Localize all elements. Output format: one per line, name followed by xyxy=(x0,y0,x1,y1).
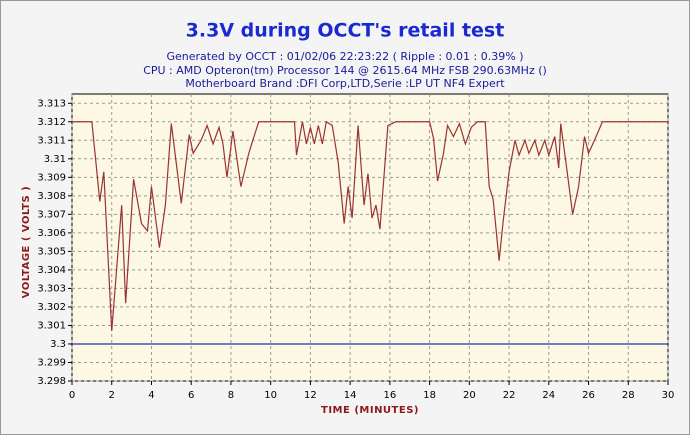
x-tick-label: 0 xyxy=(69,390,75,401)
y-tick-label: 3.31 xyxy=(44,154,66,165)
y-tick-label: 3.299 xyxy=(37,357,66,368)
x-tick-label: 24 xyxy=(542,390,555,401)
y-tick-label: 3.311 xyxy=(37,135,66,146)
y-tick-label: 3.307 xyxy=(37,209,66,220)
x-tick-label: 28 xyxy=(622,390,635,401)
x-tick-label: 18 xyxy=(423,390,436,401)
x-tick-label: 16 xyxy=(383,390,396,401)
y-tick-label: 3.308 xyxy=(37,191,66,202)
y-tick-label: 3.302 xyxy=(37,302,66,313)
x-tick-label: 30 xyxy=(662,390,675,401)
x-tick-label: 2 xyxy=(109,390,115,401)
x-tick-label: 6 xyxy=(188,390,194,401)
subtitle: Motherboard Brand :DFI Corp,LTD,Serie :L… xyxy=(185,77,505,90)
y-tick-label: 3.3 xyxy=(50,339,66,350)
x-tick-label: 4 xyxy=(148,390,154,401)
x-tick-label: 20 xyxy=(463,390,476,401)
y-tick-label: 3.301 xyxy=(37,320,66,331)
subtitle: CPU : AMD Opteron(tm) Processor 144 @ 26… xyxy=(143,64,547,77)
x-axis-label: TIME (MINUTES) xyxy=(321,405,419,416)
x-tick-label: 26 xyxy=(582,390,595,401)
y-tick-label: 3.303 xyxy=(37,283,66,294)
x-tick-label: 14 xyxy=(344,390,357,401)
y-tick-label: 3.304 xyxy=(37,265,66,276)
x-tick-label: 22 xyxy=(503,390,516,401)
line-series xyxy=(72,120,668,332)
subtitle: Generated by OCCT : 01/02/06 22:23:22 ( … xyxy=(167,50,524,63)
plot-area xyxy=(71,93,669,382)
y-axis-label: VOLTAGE ( VOLTS ) xyxy=(21,186,32,299)
y-tick-label: 3.306 xyxy=(37,228,66,239)
x-tick-label: 8 xyxy=(228,390,234,401)
y-tick-label: 3.305 xyxy=(37,246,66,257)
y-tick-label: 3.313 xyxy=(37,98,66,109)
x-tick-label: 10 xyxy=(264,390,277,401)
y-tick-label: 3.298 xyxy=(37,376,66,387)
chart-title: 3.3V during OCCT's retail test xyxy=(186,20,505,42)
y-tick-label: 3.312 xyxy=(37,117,66,128)
y-tick-label: 3.309 xyxy=(37,172,66,183)
x-tick-label: 12 xyxy=(304,390,317,401)
